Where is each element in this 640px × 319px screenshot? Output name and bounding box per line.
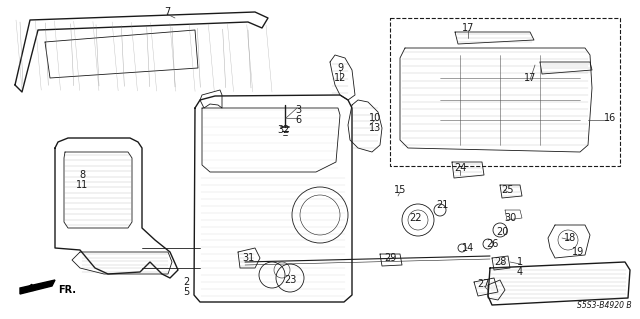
Text: 14: 14 — [462, 243, 474, 253]
Text: 8: 8 — [79, 170, 85, 180]
Text: 31: 31 — [242, 253, 254, 263]
Text: 22: 22 — [409, 213, 421, 223]
Text: 28: 28 — [494, 257, 506, 267]
Text: 3: 3 — [295, 105, 301, 115]
Text: 29: 29 — [384, 253, 396, 263]
Text: 16: 16 — [604, 113, 616, 123]
Text: 7: 7 — [164, 7, 170, 17]
Text: 1: 1 — [517, 257, 523, 267]
Text: FR.: FR. — [58, 285, 76, 295]
Text: 32: 32 — [278, 125, 290, 135]
Text: 24: 24 — [454, 163, 466, 173]
Text: 12: 12 — [334, 73, 346, 83]
Text: 17: 17 — [524, 73, 536, 83]
Text: 15: 15 — [394, 185, 406, 195]
Text: 26: 26 — [486, 239, 498, 249]
Text: 6: 6 — [295, 115, 301, 125]
Text: 11: 11 — [76, 180, 88, 190]
Text: 9: 9 — [337, 63, 343, 73]
Text: 27: 27 — [477, 279, 490, 289]
Text: 30: 30 — [504, 213, 516, 223]
Text: 19: 19 — [572, 247, 584, 257]
Text: 23: 23 — [284, 275, 296, 285]
Text: S5S3-B4920 B: S5S3-B4920 B — [577, 301, 632, 310]
Text: 21: 21 — [436, 200, 448, 210]
Text: 10: 10 — [369, 113, 381, 123]
Text: 2: 2 — [183, 277, 189, 287]
Bar — [390, 18, 620, 166]
Text: 17: 17 — [462, 23, 474, 33]
Text: 20: 20 — [496, 227, 508, 237]
Text: 13: 13 — [369, 123, 381, 133]
Polygon shape — [20, 280, 55, 294]
Text: 25: 25 — [502, 185, 515, 195]
Text: 4: 4 — [517, 267, 523, 277]
Text: 5: 5 — [183, 287, 189, 297]
Text: 18: 18 — [564, 233, 576, 243]
